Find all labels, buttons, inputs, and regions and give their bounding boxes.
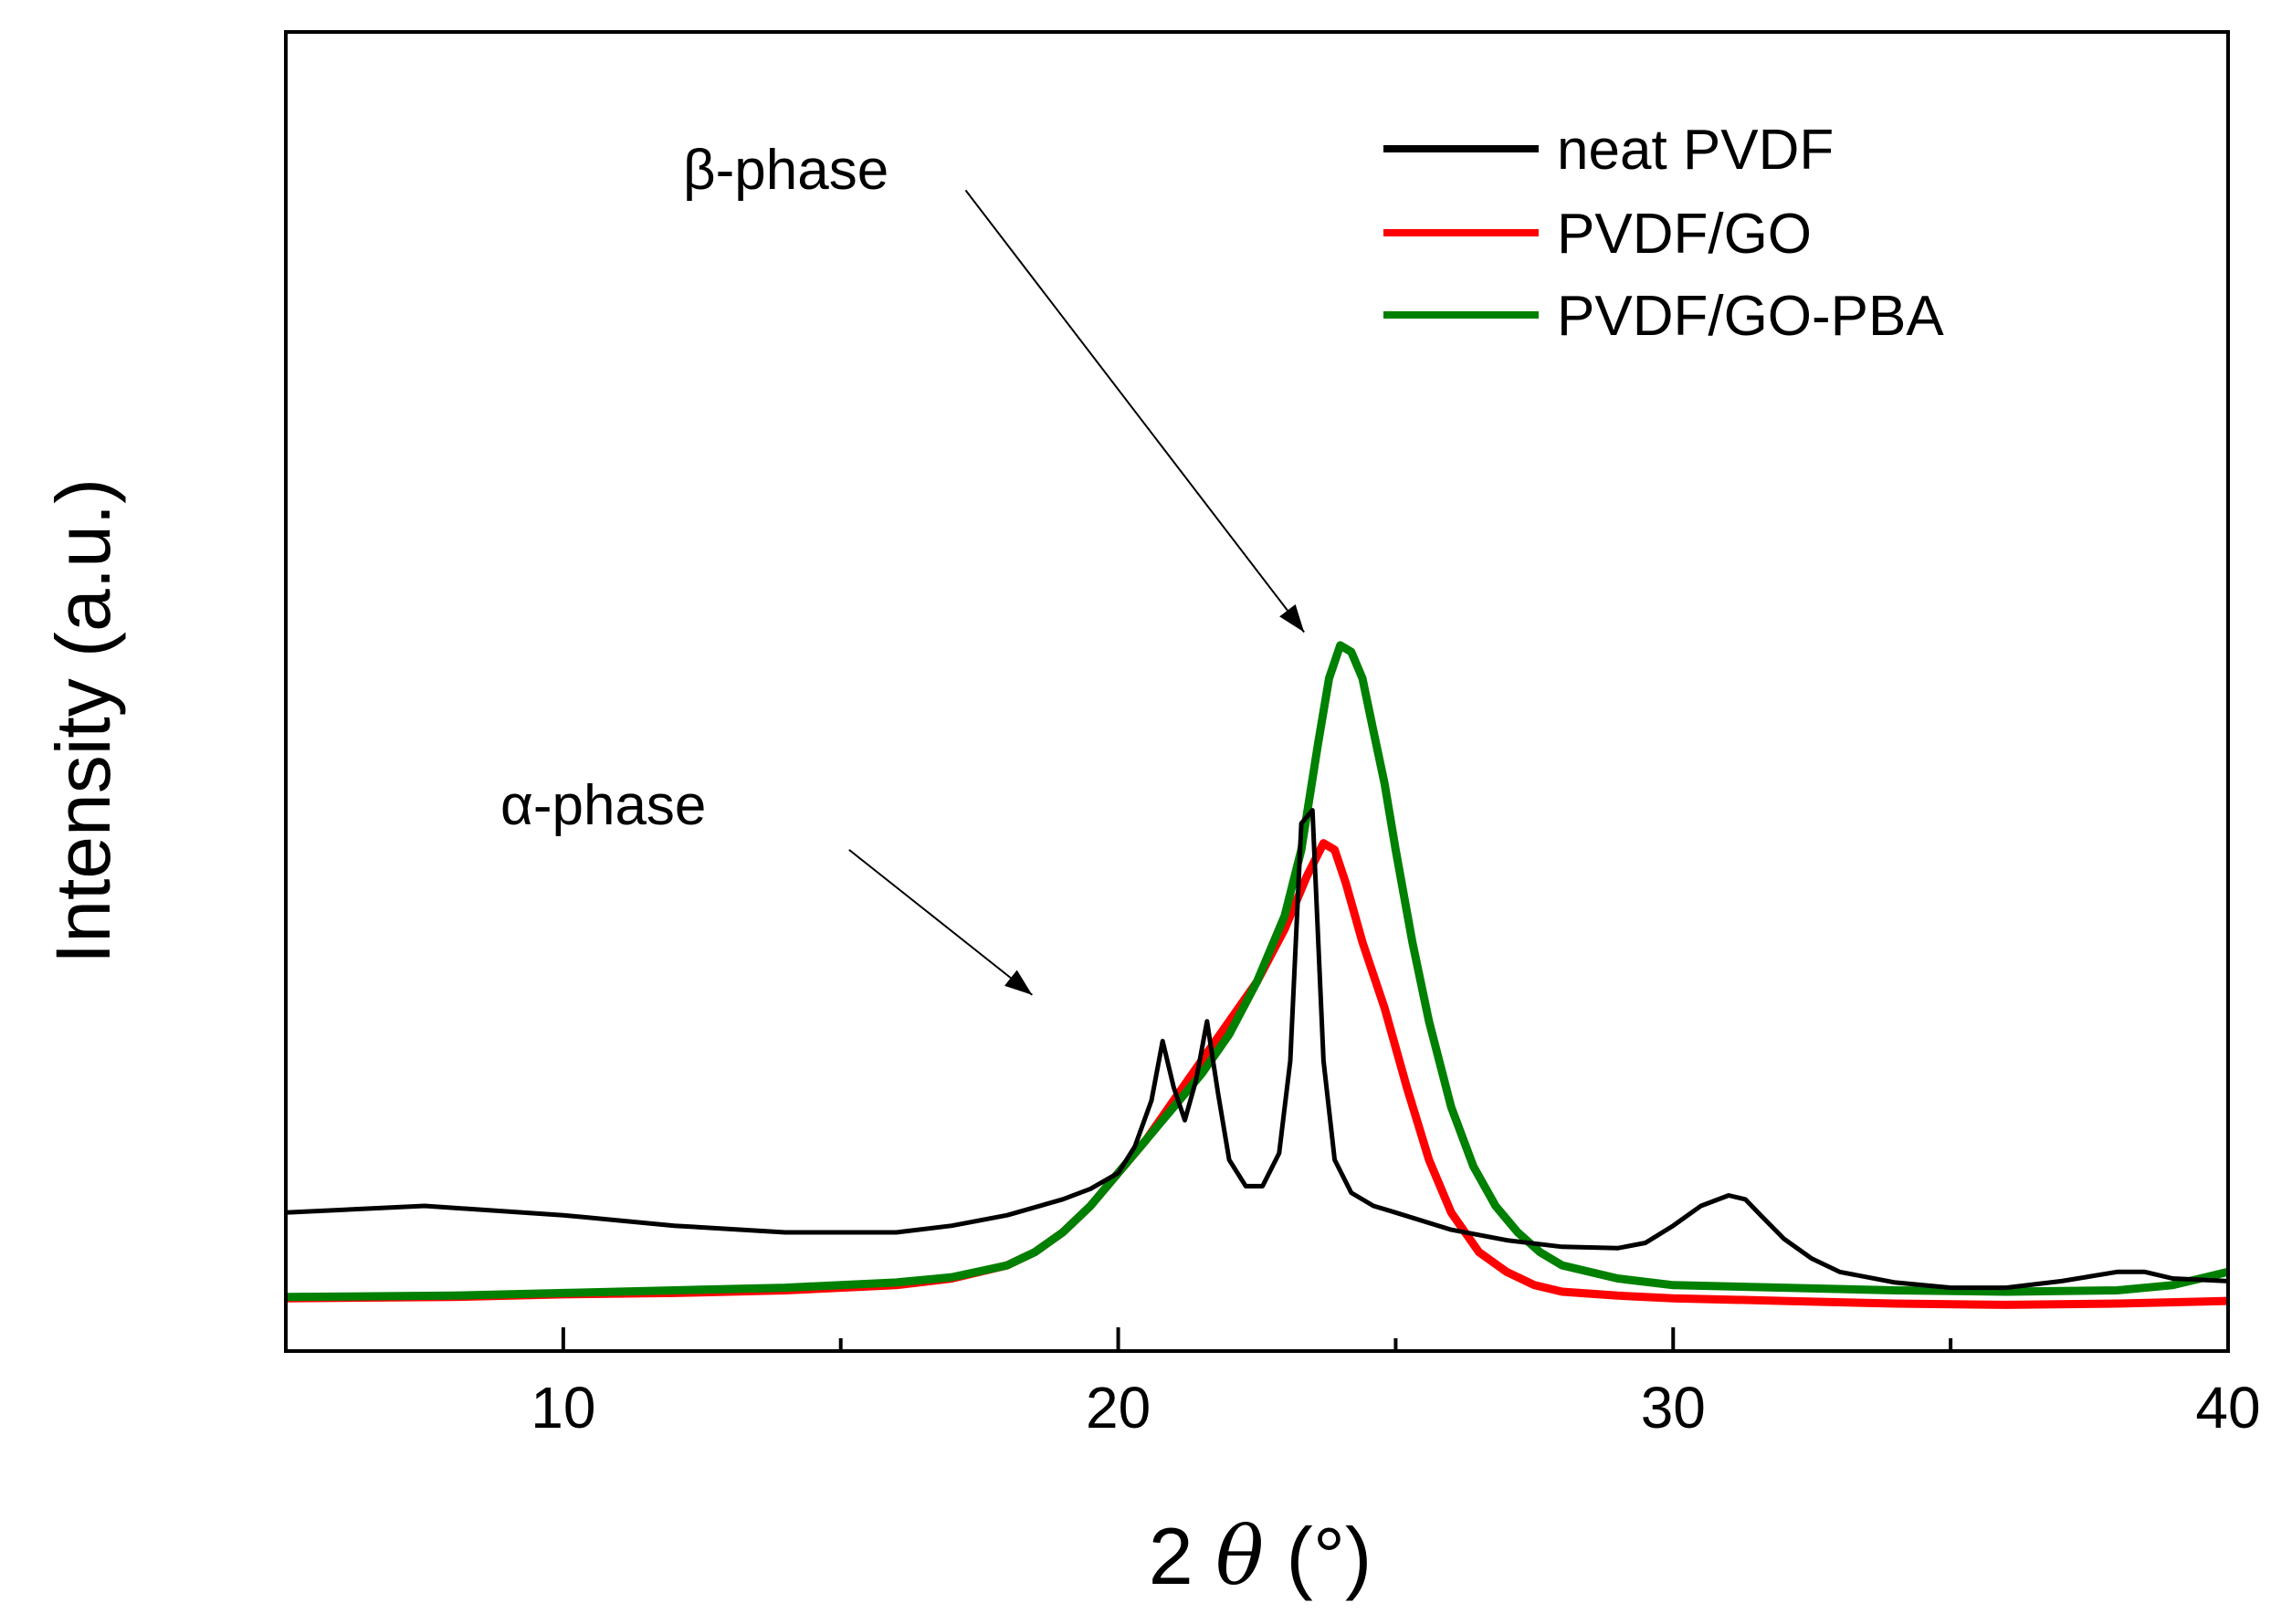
legend: neat PVDF PVDF/GO PVDF/GO-PBA — [1383, 119, 1944, 348]
series-line-pvdf-go-pba — [285, 641, 2230, 1302]
legend-label-pvdf-go: PVDF/GO — [1557, 203, 1812, 266]
annotation-arrow-head — [1279, 603, 1305, 633]
x-axis-label-symbol: θ — [1215, 1509, 1264, 1603]
annotation-arrow-line — [964, 189, 1305, 634]
y-axis-label: Intensity (a.u.) — [40, 478, 126, 964]
beta-phase-annotation: β-phase — [683, 139, 888, 202]
x-tick-label: 40 — [2195, 1375, 2260, 1441]
alpha-phase-annotation: α-phase — [500, 774, 706, 837]
annotation-arrow-head — [1004, 969, 1033, 995]
x-axis-label: 2 θ (°) — [1149, 1509, 1372, 1603]
x-tick-label: 20 — [1086, 1375, 1151, 1441]
x-axis-label-prefix: 2 — [1149, 1511, 1215, 1601]
plot-area — [285, 189, 2230, 1309]
series-layer — [285, 641, 2230, 1309]
x-axis-ticks: 10 20 30 40 — [531, 1327, 2261, 1441]
x-tick-label: 30 — [1641, 1375, 1706, 1441]
x-tick-label: 10 — [531, 1375, 595, 1441]
legend-label-pvdf-go-pba: PVDF/GO-PBA — [1557, 285, 1944, 348]
x-axis-label-suffix: (°) — [1264, 1511, 1372, 1601]
annotation-arrow-line — [848, 849, 1033, 996]
annotation-layer — [848, 189, 1305, 996]
legend-label-neat-pvdf: neat PVDF — [1557, 119, 1834, 182]
series-line-neat-pvdf — [285, 808, 2229, 1291]
plot-frame — [284, 30, 2230, 1353]
